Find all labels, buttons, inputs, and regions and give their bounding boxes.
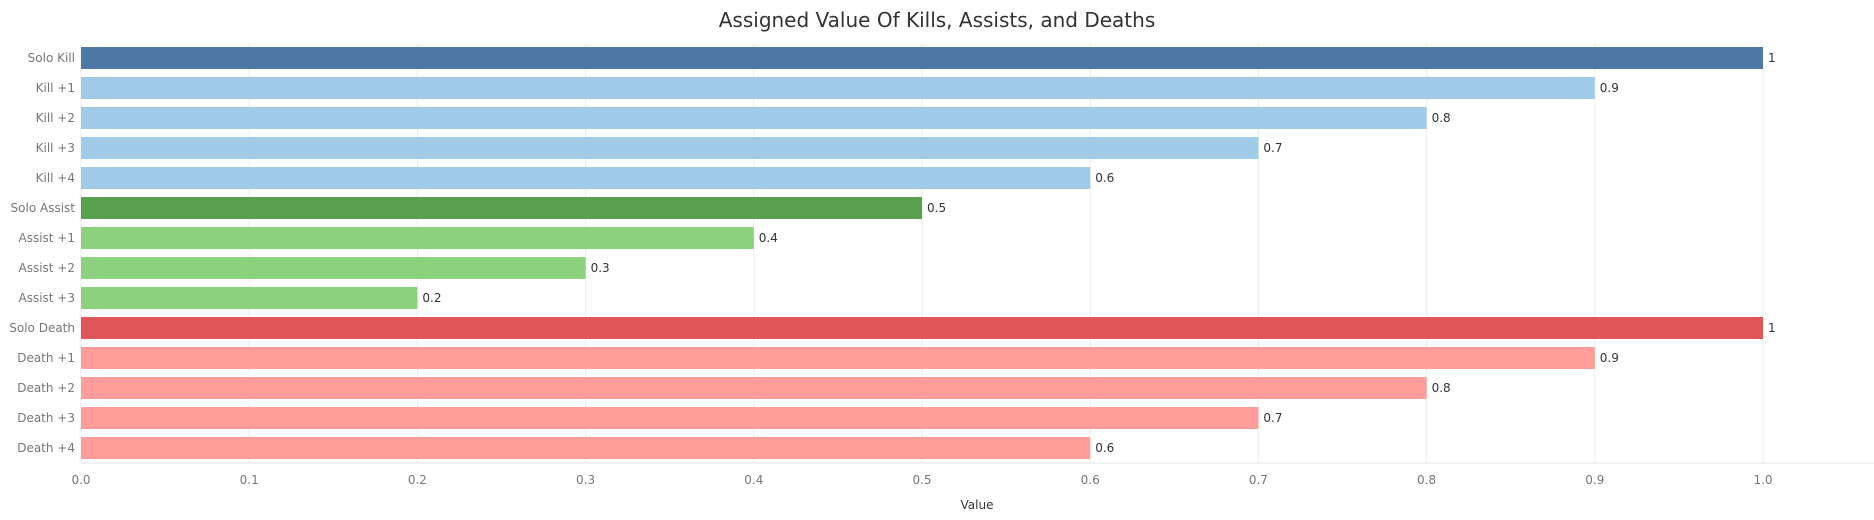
x-axis-title: Value (961, 498, 994, 512)
bar (81, 167, 1091, 189)
x-tick-label: 0.2 (408, 473, 427, 487)
data-label: 0.7 (1263, 141, 1282, 155)
x-tick-label: 0.4 (744, 473, 763, 487)
bar (81, 287, 418, 309)
data-label: 0.9 (1600, 351, 1619, 365)
x-tick-label: 0.5 (912, 473, 931, 487)
category-label: Assist +3 (18, 291, 75, 305)
bar (81, 347, 1595, 369)
category-label: Death +1 (17, 351, 75, 365)
x-tick-label: 0.6 (1081, 473, 1100, 487)
bar (81, 47, 1763, 69)
x-tick-label: 0.8 (1417, 473, 1436, 487)
x-tick-label: 0.7 (1249, 473, 1268, 487)
category-label: Solo Death (9, 321, 75, 335)
bars (81, 47, 1763, 459)
bar (81, 437, 1091, 459)
category-label: Kill +3 (36, 141, 75, 155)
category-label: Solo Assist (11, 201, 76, 215)
category-label: Kill +2 (36, 111, 75, 125)
data-label: 0.7 (1263, 411, 1282, 425)
bar (81, 227, 754, 249)
chart-title: Assigned Value Of Kills, Assists, and De… (718, 8, 1156, 32)
bar (81, 317, 1763, 339)
bar (81, 77, 1595, 99)
bar (81, 137, 1259, 159)
x-tick-label: 0.9 (1585, 473, 1604, 487)
bar (81, 377, 1427, 399)
data-label: 0.3 (591, 261, 610, 275)
bar (81, 257, 586, 279)
gridlines (80, 44, 1874, 464)
bar (81, 197, 922, 219)
category-label: Assist +1 (18, 231, 75, 245)
x-tick-label: 0.3 (576, 473, 595, 487)
category-label: Death +3 (17, 411, 75, 425)
data-label: 0.2 (422, 291, 441, 305)
category-label: Kill +4 (36, 171, 75, 185)
bar (81, 107, 1427, 129)
category-label: Solo Kill (28, 51, 75, 65)
x-tick-label: 1.0 (1753, 473, 1772, 487)
labels: 0.0 0.1 0.2 0.3 0.4 0.5 0.6 0.7 0.8 0.9 1.0 Solo Ki… (9, 51, 1775, 512)
data-label: 0.6 (1095, 441, 1114, 455)
category-label: Death +2 (17, 381, 75, 395)
category-label: Death +4 (17, 441, 75, 455)
x-tick-label: 0.1 (240, 473, 259, 487)
category-label: Assist +2 (18, 261, 75, 275)
data-label: 0.9 (1600, 81, 1619, 95)
data-label: 0.6 (1095, 171, 1114, 185)
data-label: 0.8 (1432, 381, 1451, 395)
data-label: 0.5 (927, 201, 946, 215)
data-label: 0.8 (1432, 111, 1451, 125)
bar (81, 407, 1259, 429)
x-tick-label: 0.0 (71, 473, 90, 487)
data-label: 0.4 (759, 231, 778, 245)
category-label: Kill +1 (36, 81, 75, 95)
data-label: 1 (1768, 51, 1776, 65)
data-label: 1 (1768, 321, 1776, 335)
